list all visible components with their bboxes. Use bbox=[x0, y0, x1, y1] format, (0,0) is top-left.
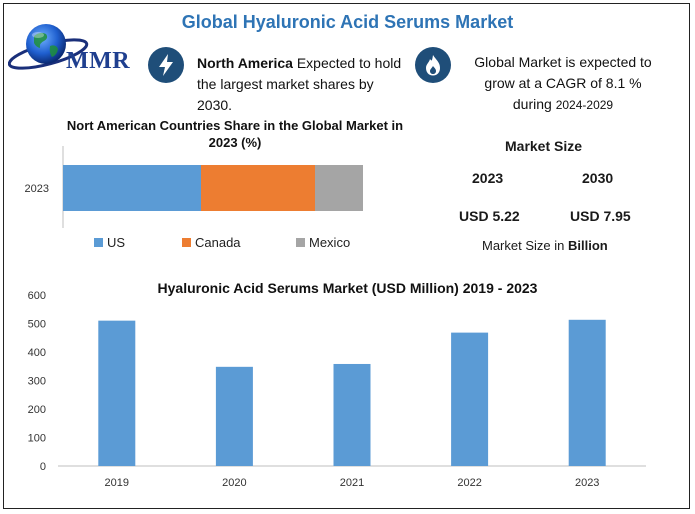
market-size-year-2023: 2023 bbox=[472, 170, 504, 186]
lightning-badge bbox=[148, 47, 184, 83]
y-tick-label: 0 bbox=[40, 461, 46, 473]
cagr-line: Global Market is expected to grow at a C… bbox=[474, 54, 652, 91]
flame-icon bbox=[426, 55, 440, 76]
x-tick-label: 2022 bbox=[457, 477, 481, 489]
market-size-year-2030: 2030 bbox=[582, 170, 614, 186]
share-segment-us bbox=[63, 165, 201, 211]
market-size-title: Market Size bbox=[505, 138, 583, 154]
legend-label-mexico: Mexico bbox=[309, 235, 350, 250]
bar-2019 bbox=[98, 320, 136, 466]
x-tick-label: 2023 bbox=[575, 477, 599, 489]
y-tick-label: 400 bbox=[28, 347, 46, 359]
globe-icon bbox=[7, 24, 89, 70]
y-tick-label: 100 bbox=[28, 433, 46, 445]
share-segment-mexico bbox=[315, 165, 363, 211]
y-tick-label: 600 bbox=[28, 290, 46, 302]
cagr-period: 2024-2029 bbox=[555, 98, 614, 112]
y-tick-label: 200 bbox=[28, 404, 46, 416]
cagr-text: Global Market is expected to grow at a C… bbox=[458, 52, 668, 116]
logo-text: MMR bbox=[66, 48, 131, 74]
logo: MMR bbox=[7, 20, 138, 80]
bar-chart-title: Hyaluronic Acid Serums Market (USD Milli… bbox=[157, 280, 538, 296]
share-segment-canada bbox=[201, 165, 315, 211]
north-america-rest: Expected to hold the largest market shar… bbox=[197, 55, 402, 113]
north-america-bold: North America bbox=[197, 55, 293, 71]
page-title: Global Hyaluronic Acid Serums Market bbox=[181, 12, 514, 32]
market-size-value-2030: USD 7.95 bbox=[570, 208, 631, 224]
legend-swatch-mexico bbox=[296, 238, 305, 247]
market-size-unit: Market Size in Billion bbox=[482, 238, 608, 253]
north-america-text: North America Expected to hold the large… bbox=[197, 53, 412, 116]
market-size-unit-prefix: Market Size in bbox=[482, 238, 565, 253]
x-tick-label: 2020 bbox=[222, 477, 246, 489]
bar-2021 bbox=[333, 363, 371, 466]
market-size-unit-bold: Billion bbox=[568, 238, 608, 253]
cagr-during: during bbox=[512, 96, 552, 112]
share-category-label: 2023 bbox=[25, 183, 49, 195]
legend-swatch-us bbox=[94, 238, 103, 247]
bar-2023 bbox=[568, 319, 606, 466]
bar-2022 bbox=[451, 332, 489, 466]
share-chart-title: Nort American Countries Share in the Glo… bbox=[66, 118, 404, 150]
x-tick-label: 2019 bbox=[105, 477, 129, 489]
legend-label-canada: Canada bbox=[195, 235, 241, 250]
y-tick-label: 300 bbox=[28, 376, 46, 388]
legend-label-us: US bbox=[107, 235, 125, 250]
flame-badge bbox=[415, 47, 451, 83]
y-tick-label: 500 bbox=[28, 319, 46, 331]
market-size-value-2023: USD 5.22 bbox=[459, 208, 520, 224]
bar-2020 bbox=[215, 366, 253, 466]
lightning-icon bbox=[159, 54, 173, 76]
x-tick-label: 2021 bbox=[340, 477, 364, 489]
legend-swatch-canada bbox=[182, 238, 191, 247]
